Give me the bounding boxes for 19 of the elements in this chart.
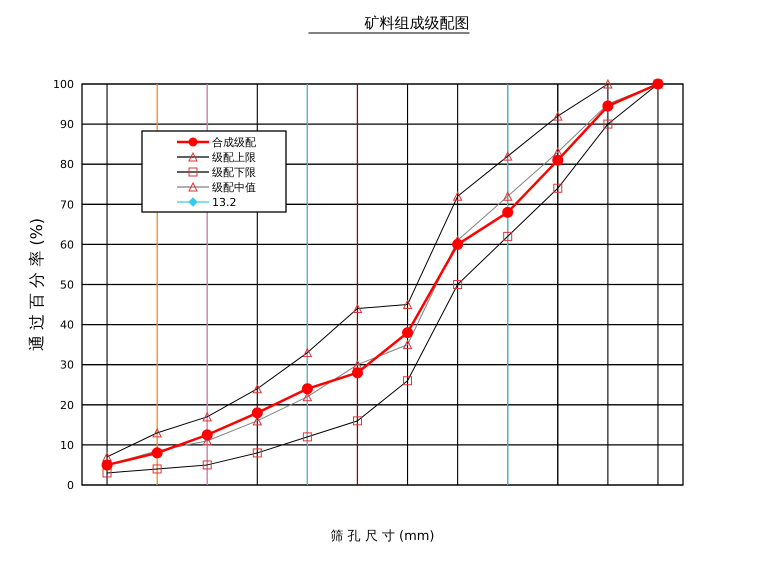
y-tick-label: 50 [60, 278, 74, 292]
y-tick-label: 0 [67, 479, 74, 492]
y-tick-label: 40 [60, 318, 74, 332]
legend-label: 级配中值 [212, 181, 256, 194]
legend-label: 级配下限 [212, 166, 256, 179]
y-axis-title: 通 过 百 分 率 (%) [27, 218, 46, 352]
y-tick-label: 30 [60, 358, 74, 372]
y-tick-label: 100 [53, 78, 74, 91]
y-tick-label: 10 [60, 438, 74, 452]
y-tick-label: 70 [60, 198, 74, 212]
y-tick-label: 80 [60, 158, 74, 172]
x-axis-title: 筛 孔 尺 寸 (mm) [330, 529, 434, 544]
legend-label: 13.2 [212, 196, 236, 209]
legend-label: 级配上限 [212, 151, 256, 164]
y-tick-label: 90 [60, 118, 74, 132]
y-tick-label: 20 [60, 398, 74, 412]
y-tick-label: 60 [60, 238, 74, 252]
legend-label: 合成级配 [212, 136, 256, 149]
chart-title: 矿料组成级配图 [364, 14, 470, 32]
